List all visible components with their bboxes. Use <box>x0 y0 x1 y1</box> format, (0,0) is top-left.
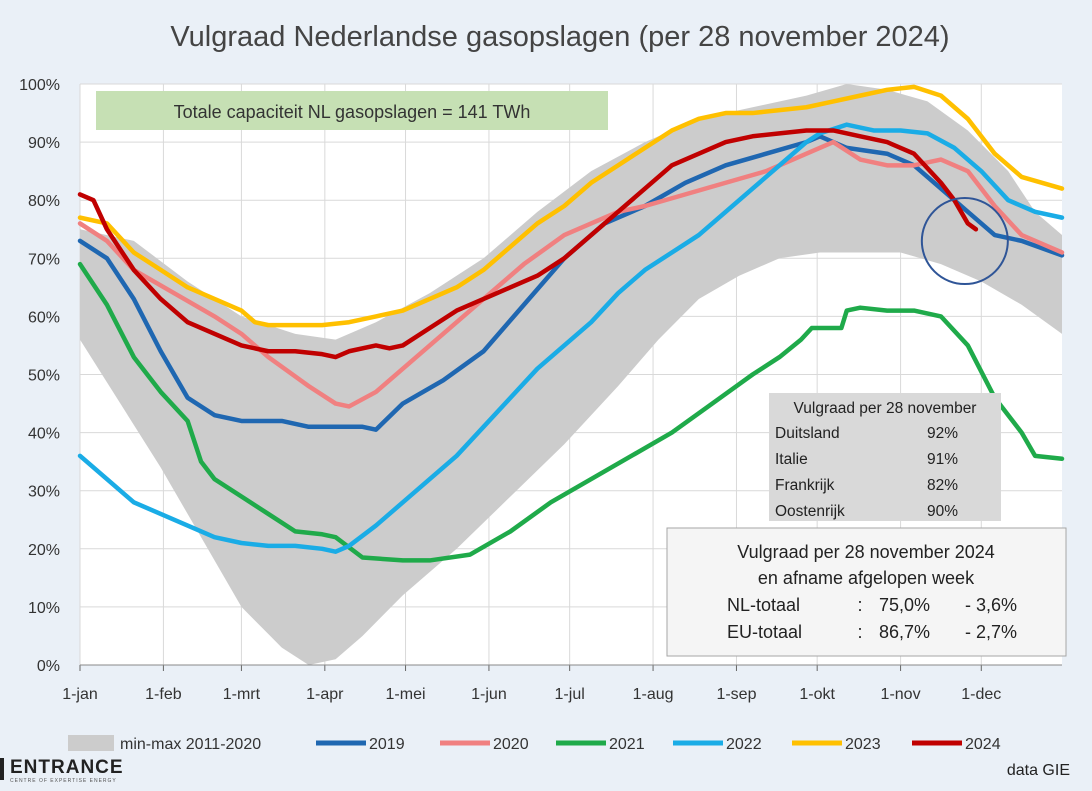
x-tick-label: 1-jun <box>471 686 507 703</box>
country-table-title: Vulgraad per 28 november <box>794 400 977 417</box>
x-tick-label: 1-okt <box>799 686 835 703</box>
country-value: 90% <box>927 503 958 520</box>
gas-storage-chart: Vulgraad Nederlandse gasopslagen (per 28… <box>19 21 1067 753</box>
y-tick-label: 50% <box>28 368 60 385</box>
legend-label: 2019 <box>369 736 405 753</box>
annotations: Totale capaciteit NL gasopslagen = 141 T… <box>96 91 1067 657</box>
x-tick-label: 1-apr <box>306 686 344 703</box>
x-tick-label: 1-dec <box>961 686 1001 703</box>
y-tick-label: 60% <box>28 309 60 326</box>
country-value: 92% <box>927 425 958 442</box>
min-max-band <box>80 84 1062 665</box>
summary-row-change: - 2,7% <box>965 622 1017 642</box>
y-tick-label: 40% <box>28 426 60 443</box>
summary-line-1: Vulgraad per 28 november 2024 <box>737 542 995 562</box>
brand-logo: ENTRANCE CENTRE OF EXPERTISE ENERGY <box>0 758 124 784</box>
legend-label: 2023 <box>845 736 881 753</box>
series-line-2021 <box>77 261 1065 563</box>
y-tick-label: 10% <box>28 600 60 617</box>
band-area <box>80 84 1062 665</box>
summary-row-label: NL-totaal <box>727 595 800 615</box>
legend-label: 2020 <box>493 736 529 753</box>
highlight-circle <box>920 197 1009 286</box>
capacity-note-box <box>96 91 608 130</box>
legend-label: 2022 <box>726 736 762 753</box>
y-tick-label: 100% <box>19 77 60 94</box>
country-name: Frankrijk <box>775 477 835 494</box>
y-tick-label: 20% <box>28 542 60 559</box>
y-tick-label: 80% <box>28 193 60 210</box>
axes: 0% 10% 20% 30% 40% 50% 60% 70% 80% 90% 100% 1-jan 1-… <box>19 77 1062 703</box>
x-tick-label: 1-sep <box>716 686 756 703</box>
data-source: data GIE <box>1006 762 1070 779</box>
x-tick-label: 1-mrt <box>223 686 261 703</box>
brand-name: ENTRANCE <box>10 757 124 778</box>
brand-subtitle: CENTRE OF EXPERTISE ENERGY <box>10 778 117 784</box>
country-value: 91% <box>927 451 958 468</box>
country-name: Duitsland <box>775 425 840 442</box>
country-table-box <box>769 393 1001 521</box>
brand-mark <box>0 758 4 780</box>
legend-label: min-max 2011-2020 <box>120 736 261 753</box>
x-tick-label: 1-feb <box>145 686 182 703</box>
country-name: Italie <box>775 451 808 468</box>
y-tick-label: 0% <box>37 658 60 675</box>
y-tick-label: 30% <box>28 484 60 501</box>
x-tick-label: 1-aug <box>633 686 674 703</box>
summary-line-2: en afname afgelopen week <box>758 568 975 588</box>
summary-row-value: 86,7% <box>879 622 930 642</box>
legend-label: 2021 <box>609 736 645 753</box>
summary-row-change: - 3,6% <box>965 595 1017 615</box>
summary-box <box>666 527 1067 657</box>
country-name: Oostenrijk <box>775 503 845 520</box>
summary-row-sep: : <box>857 595 862 615</box>
series-lines <box>77 84 1065 563</box>
country-value: 82% <box>927 477 958 494</box>
series-line-2020 <box>77 139 1065 409</box>
y-tick-label: 70% <box>28 251 60 268</box>
x-tick-label: 1-jan <box>62 686 98 703</box>
series-line-2023 <box>77 84 1065 328</box>
chart-title: Vulgraad Nederlandse gasopslagen (per 28… <box>170 21 949 53</box>
legend-label: 2024 <box>965 736 1001 753</box>
summary-row-sep: : <box>857 622 862 642</box>
legend-swatch-band <box>68 735 114 751</box>
y-tick-label: 90% <box>28 135 60 152</box>
summary-row-label: EU-totaal <box>727 622 802 642</box>
x-tick-label: 1-nov <box>881 686 921 703</box>
series-line-2022 <box>77 122 1065 554</box>
x-tick-label: 1-mei <box>386 686 426 703</box>
series-line-2024 <box>77 128 979 360</box>
legend: min-max 2011-2020 2019 2020 2021 2022 2023 202… <box>68 735 1001 753</box>
capacity-note-text: Totale capaciteit NL gasopslagen = 141 T… <box>174 102 531 122</box>
summary-row-value: 75,0% <box>879 595 930 615</box>
x-tick-label: 1-jul <box>555 686 585 703</box>
